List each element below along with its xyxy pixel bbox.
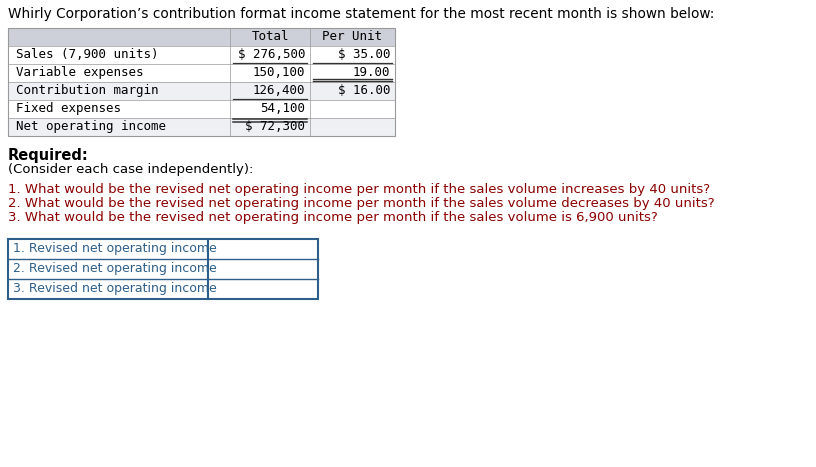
Text: 2. What would be the revised net operating income per month if the sales volume : 2. What would be the revised net operati… [8, 197, 715, 210]
Bar [8, 239, 318, 259]
Text: $ 35.00: $ 35.00 [338, 48, 390, 61]
Text: Total: Total [251, 30, 289, 43]
Text: 126,400: 126,400 [252, 84, 305, 97]
Text: 1. What would be the revised net operating income per month if the sales volume : 1. What would be the revised net operati… [8, 183, 710, 196]
Text: Contribution margin: Contribution margin [16, 84, 158, 97]
Bar [8, 64, 395, 82]
Bar [8, 279, 318, 299]
Bar [8, 118, 395, 136]
Bar [8, 28, 395, 46]
Text: 150,100: 150,100 [252, 66, 305, 79]
Text: Whirly Corporation’s contribution format income statement for the most recent mo: Whirly Corporation’s contribution format… [8, 7, 714, 21]
Text: Sales (7,900 units): Sales (7,900 units) [16, 48, 158, 61]
Bar [8, 239, 318, 299]
Bar [8, 82, 395, 100]
Text: Required:: Required: [8, 148, 89, 163]
Text: Variable expenses: Variable expenses [16, 66, 144, 79]
Text: 19.00: 19.00 [353, 66, 390, 79]
Text: 3. Revised net operating income: 3. Revised net operating income [13, 282, 217, 295]
Bar [8, 28, 395, 136]
Text: 2. Revised net operating income: 2. Revised net operating income [13, 262, 217, 275]
Bar [8, 46, 395, 64]
Text: $ 16.00: $ 16.00 [338, 84, 390, 97]
Text: Per Unit: Per Unit [322, 30, 383, 43]
Text: $ 72,300: $ 72,300 [245, 120, 305, 133]
Text: 1. Revised net operating income: 1. Revised net operating income [13, 242, 217, 255]
Text: Net operating income: Net operating income [16, 120, 166, 133]
Bar [8, 259, 318, 279]
Text: 3. What would be the revised net operating income per month if the sales volume : 3. What would be the revised net operati… [8, 211, 658, 224]
Text: Fixed expenses: Fixed expenses [16, 102, 121, 115]
Text: $ 276,500: $ 276,500 [237, 48, 305, 61]
Text: (Consider each case independently):: (Consider each case independently): [8, 163, 254, 176]
Bar [8, 100, 395, 118]
Text: 54,100: 54,100 [260, 102, 305, 115]
